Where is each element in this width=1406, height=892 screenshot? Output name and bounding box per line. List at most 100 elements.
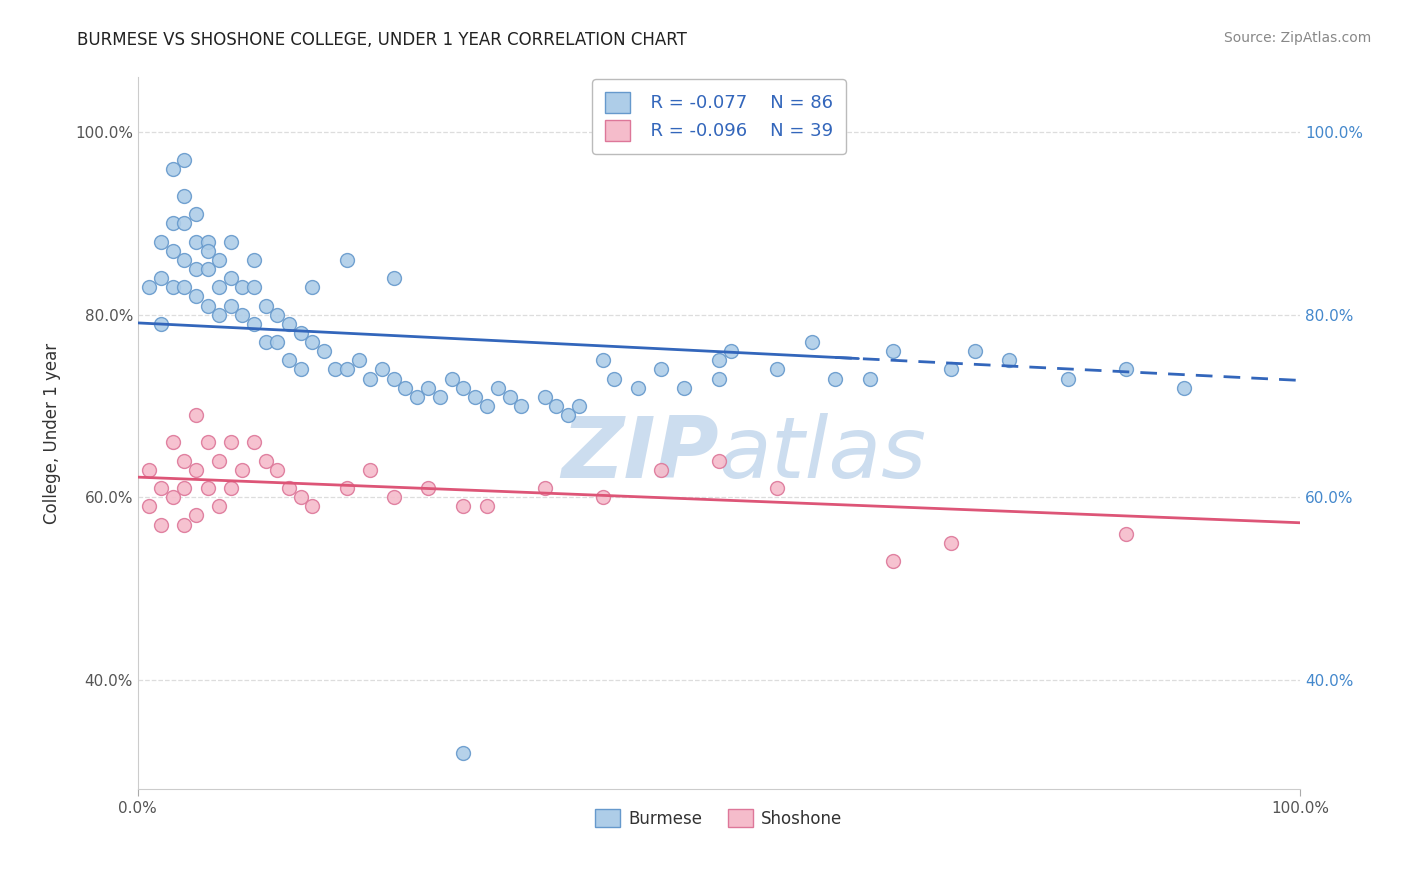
- Point: [173, 481, 195, 495]
- Point: [382, 490, 405, 504]
- Point: [184, 408, 207, 422]
- Point: [301, 334, 323, 349]
- Point: [219, 235, 242, 249]
- Point: [418, 381, 440, 395]
- Point: [290, 326, 312, 340]
- Point: [173, 217, 195, 231]
- Point: [371, 362, 394, 376]
- Point: [219, 271, 242, 285]
- Y-axis label: College, Under 1 year: College, Under 1 year: [44, 343, 60, 524]
- Point: [162, 217, 184, 231]
- Point: [219, 435, 242, 450]
- Point: [592, 490, 614, 504]
- Point: [464, 390, 486, 404]
- Point: [603, 371, 626, 385]
- Point: [533, 481, 555, 495]
- Point: [707, 353, 730, 368]
- Text: atlas: atlas: [718, 413, 927, 496]
- Point: [197, 244, 219, 258]
- Point: [197, 435, 219, 450]
- Point: [231, 308, 253, 322]
- Point: [626, 381, 648, 395]
- Point: [162, 244, 184, 258]
- Point: [184, 262, 207, 277]
- Point: [301, 500, 323, 514]
- Point: [266, 334, 288, 349]
- Point: [766, 362, 789, 376]
- Point: [359, 371, 381, 385]
- Point: [533, 390, 555, 404]
- Point: [243, 252, 266, 267]
- Point: [266, 463, 288, 477]
- Point: [219, 299, 242, 313]
- Point: [208, 453, 231, 467]
- Point: [1115, 362, 1137, 376]
- Point: [184, 463, 207, 477]
- Point: [243, 317, 266, 331]
- Point: [173, 252, 195, 267]
- Point: [336, 481, 359, 495]
- Point: [150, 235, 173, 249]
- Point: [440, 371, 463, 385]
- Point: [208, 280, 231, 294]
- Point: [184, 508, 207, 523]
- Point: [173, 517, 195, 532]
- Point: [418, 481, 440, 495]
- Point: [963, 344, 986, 359]
- Point: [231, 463, 253, 477]
- Point: [650, 463, 672, 477]
- Text: Source: ZipAtlas.com: Source: ZipAtlas.com: [1223, 31, 1371, 45]
- Point: [707, 371, 730, 385]
- Point: [882, 554, 904, 568]
- Point: [359, 463, 381, 477]
- Point: [278, 481, 301, 495]
- Point: [451, 500, 474, 514]
- Point: [510, 399, 533, 413]
- Point: [173, 153, 195, 167]
- Point: [197, 262, 219, 277]
- Point: [336, 362, 359, 376]
- Point: [254, 334, 277, 349]
- Point: [162, 435, 184, 450]
- Point: [184, 207, 207, 221]
- Point: [138, 280, 160, 294]
- Point: [1115, 526, 1137, 541]
- Point: [1173, 381, 1195, 395]
- Point: [486, 381, 509, 395]
- Point: [546, 399, 568, 413]
- Point: [162, 490, 184, 504]
- Point: [162, 161, 184, 176]
- Point: [394, 381, 416, 395]
- Point: [150, 271, 173, 285]
- Point: [429, 390, 451, 404]
- Point: [150, 317, 173, 331]
- Text: BURMESE VS SHOSHONE COLLEGE, UNDER 1 YEAR CORRELATION CHART: BURMESE VS SHOSHONE COLLEGE, UNDER 1 YEA…: [77, 31, 688, 49]
- Point: [325, 362, 347, 376]
- Point: [568, 399, 591, 413]
- Point: [208, 252, 231, 267]
- Point: [162, 280, 184, 294]
- Point: [592, 353, 614, 368]
- Point: [266, 308, 288, 322]
- Point: [150, 481, 173, 495]
- Point: [382, 371, 405, 385]
- Point: [150, 517, 173, 532]
- Point: [197, 481, 219, 495]
- Point: [800, 334, 823, 349]
- Point: [184, 289, 207, 303]
- Point: [707, 453, 730, 467]
- Point: [1056, 371, 1078, 385]
- Point: [243, 280, 266, 294]
- Point: [451, 746, 474, 760]
- Point: [301, 280, 323, 294]
- Point: [882, 344, 904, 359]
- Point: [278, 317, 301, 331]
- Text: ZIP: ZIP: [561, 413, 718, 496]
- Point: [173, 453, 195, 467]
- Point: [208, 500, 231, 514]
- Point: [278, 353, 301, 368]
- Point: [405, 390, 427, 404]
- Point: [173, 280, 195, 294]
- Point: [290, 490, 312, 504]
- Point: [998, 353, 1021, 368]
